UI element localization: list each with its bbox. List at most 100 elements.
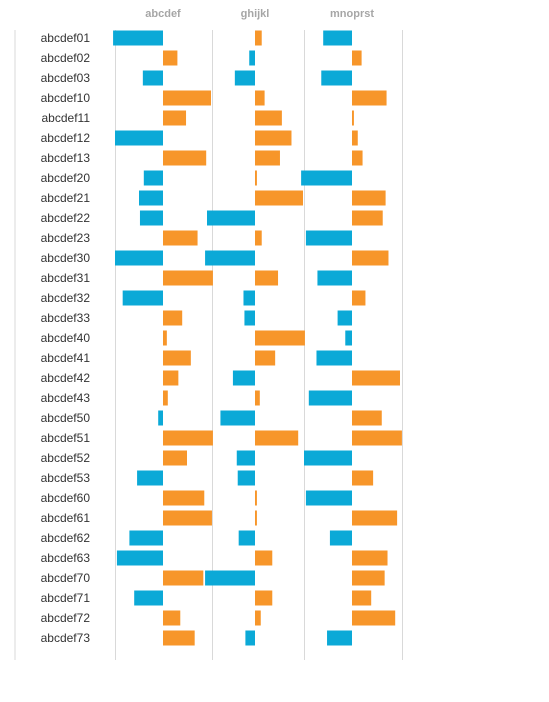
row-label: abcdef42 — [41, 371, 91, 385]
bar-abcdef-abcdef03 — [142, 70, 163, 86]
bar-ghijkl-abcdef32 — [243, 290, 255, 306]
bar-abcdef-abcdef32 — [122, 290, 163, 306]
bar-abcdef-abcdef51 — [163, 430, 213, 446]
series-title-mnoprst: mnoprst — [330, 8, 374, 20]
bar-abcdef-abcdef01 — [113, 30, 163, 46]
row-label: abcdef11 — [42, 111, 91, 125]
bar-mnoprst-abcdef50 — [352, 410, 382, 426]
bar-ghijkl-abcdef71 — [255, 590, 273, 606]
row-label: abcdef73 — [41, 631, 91, 645]
bar-abcdef-abcdef70 — [163, 570, 204, 586]
bar-mnoprst-abcdef42 — [352, 370, 400, 386]
bar-ghijkl-abcdef31 — [255, 270, 279, 286]
row-label: abcdef32 — [41, 291, 91, 305]
labels-layer: abcdef01 abcdef02 abcdef03 abcdef10 abcdef11… — [41, 31, 91, 645]
row-label: abcdef41 — [41, 351, 91, 365]
bar-mnoprst-abcdef23 — [305, 230, 352, 246]
bar-mnoprst-abcdef62 — [329, 530, 352, 546]
bar-mnoprst-abcdef21 — [352, 190, 386, 206]
row-label: abcdef33 — [41, 311, 91, 325]
bar-mnoprst-abcdef11 — [352, 110, 354, 126]
bar-abcdef-abcdef30 — [115, 250, 163, 266]
bar-mnoprst-abcdef70 — [352, 570, 385, 586]
bar-mnoprst-abcdef32 — [352, 290, 366, 306]
bar-abcdef-abcdef61 — [163, 510, 212, 526]
row-label: abcdef23 — [41, 231, 91, 245]
bar-ghijkl-abcdef52 — [236, 450, 255, 466]
bar-ghijkl-abcdef62 — [238, 530, 255, 546]
bar-ghijkl-abcdef01 — [255, 30, 262, 46]
bar-ghijkl-abcdef73 — [245, 630, 255, 646]
bar-abcdef-abcdef52 — [163, 450, 187, 466]
titles-layer: abcdef ghijkl mnoprst — [145, 8, 374, 20]
bar-abcdef-abcdef12 — [115, 130, 163, 146]
bar-mnoprst-abcdef02 — [352, 50, 362, 66]
bar-abcdef-abcdef02 — [163, 50, 178, 66]
bar-mnoprst-abcdef10 — [352, 90, 387, 106]
bar-mnoprst-abcdef20 — [301, 170, 352, 186]
bar-ghijkl-abcdef51 — [255, 430, 299, 446]
bar-ghijkl-abcdef43 — [255, 390, 260, 406]
bar-abcdef-abcdef73 — [163, 630, 195, 646]
bar-mnoprst-abcdef43 — [308, 390, 352, 406]
bar-abcdef-abcdef10 — [163, 90, 211, 106]
row-label: abcdef12 — [41, 131, 91, 145]
row-label: abcdef51 — [41, 431, 91, 445]
bar-mnoprst-abcdef22 — [352, 210, 383, 226]
row-label: abcdef63 — [41, 551, 91, 565]
bar-mnoprst-abcdef03 — [321, 70, 352, 86]
row-label: abcdef21 — [41, 191, 91, 205]
row-label: abcdef10 — [41, 91, 91, 105]
bar-abcdef-abcdef71 — [134, 590, 163, 606]
row-label: abcdef22 — [41, 211, 91, 225]
bar-mnoprst-abcdef63 — [352, 550, 388, 566]
bar-mnoprst-abcdef13 — [352, 150, 363, 166]
bar-ghijkl-abcdef23 — [255, 230, 262, 246]
bar-abcdef-abcdef23 — [163, 230, 198, 246]
bar-ghijkl-abcdef21 — [255, 190, 303, 206]
bar-mnoprst-abcdef73 — [327, 630, 352, 646]
bar-ghijkl-abcdef41 — [255, 350, 276, 366]
row-label: abcdef13 — [41, 151, 91, 165]
bar-ghijkl-abcdef60 — [255, 490, 257, 506]
bar-ghijkl-abcdef70 — [205, 570, 255, 586]
row-label: abcdef50 — [41, 411, 91, 425]
row-label: abcdef72 — [41, 611, 91, 625]
bar-mnoprst-abcdef61 — [352, 510, 398, 526]
bar-abcdef-abcdef40 — [163, 330, 167, 346]
row-label: abcdef52 — [41, 451, 91, 465]
bar-ghijkl-abcdef03 — [234, 70, 255, 86]
bar-ghijkl-abcdef33 — [244, 310, 255, 326]
bar-mnoprst-abcdef31 — [317, 270, 352, 286]
bar-abcdef-abcdef33 — [163, 310, 183, 326]
row-label: abcdef62 — [41, 531, 91, 545]
bar-ghijkl-abcdef11 — [255, 110, 282, 126]
bar-abcdef-abcdef13 — [163, 150, 207, 166]
row-label: abcdef70 — [41, 571, 91, 585]
row-label: abcdef03 — [41, 71, 91, 85]
bar-abcdef-abcdef31 — [163, 270, 213, 286]
bar-ghijkl-abcdef50 — [220, 410, 255, 426]
bar-ghijkl-abcdef72 — [255, 610, 261, 626]
row-label: abcdef60 — [41, 491, 91, 505]
row-label: abcdef43 — [41, 391, 91, 405]
bar-abcdef-abcdef41 — [163, 350, 191, 366]
bar-ghijkl-abcdef40 — [255, 330, 305, 346]
bar-abcdef-abcdef62 — [129, 530, 163, 546]
row-label: abcdef61 — [41, 511, 91, 525]
bar-mnoprst-abcdef53 — [352, 470, 374, 486]
bar-ghijkl-abcdef30 — [205, 250, 255, 266]
bar-mnoprst-abcdef41 — [316, 350, 352, 366]
bar-mnoprst-abcdef40 — [345, 330, 352, 346]
bar-ghijkl-abcdef22 — [207, 210, 255, 226]
row-label: abcdef01 — [41, 31, 91, 45]
bar-ghijkl-abcdef10 — [255, 90, 265, 106]
bar-ghijkl-abcdef63 — [255, 550, 273, 566]
bar-abcdef-abcdef20 — [143, 170, 163, 186]
bar-abcdef-abcdef21 — [139, 190, 163, 206]
bar-mnoprst-abcdef72 — [352, 610, 396, 626]
bar-abcdef-abcdef53 — [137, 470, 163, 486]
bar-abcdef-abcdef42 — [163, 370, 179, 386]
bar-mnoprst-abcdef51 — [352, 430, 402, 446]
